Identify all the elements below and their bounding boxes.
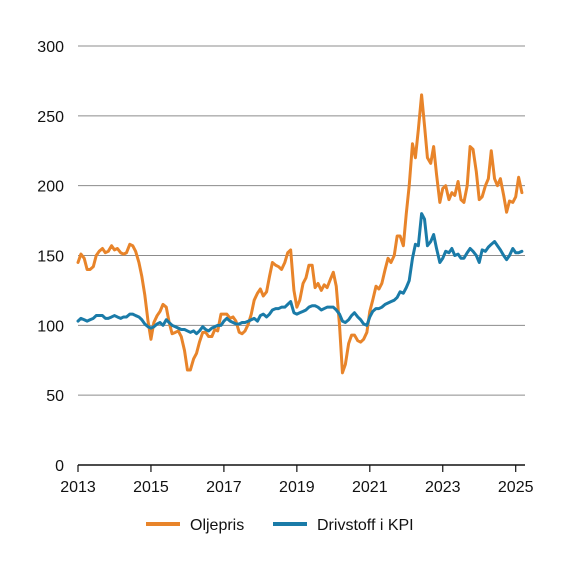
- y-tick-label: 50: [46, 388, 64, 405]
- x-tick-label: 2021: [352, 479, 388, 496]
- x-tick-label: 2025: [498, 479, 534, 496]
- series-line-0: [76, 93, 524, 375]
- y-tick-labels: 0 50 100 150 200 250 300: [37, 39, 64, 475]
- y-tick-label: 250: [37, 109, 64, 126]
- legend: Oljepris Drivstoff i KPI: [146, 517, 414, 534]
- x-tick-label: 2013: [60, 479, 96, 496]
- legend-label: Drivstoff i KPI: [317, 517, 414, 534]
- legend-label: Oljepris: [190, 517, 244, 534]
- gridlines: [78, 45, 525, 396]
- y-tick-label: 200: [37, 179, 64, 196]
- y-tick-label: 100: [37, 318, 64, 335]
- x-tick-label: 2017: [206, 479, 242, 496]
- series-line-1: [76, 212, 524, 336]
- series-layer: [76, 93, 524, 375]
- x-tick-label: 2015: [133, 479, 169, 496]
- x-tick-label: 2019: [279, 479, 315, 496]
- axes: [77, 464, 525, 472]
- y-tick-label: 0: [55, 458, 64, 475]
- x-tick-label: 2023: [425, 479, 461, 496]
- x-tick-labels: 2013 2015 2017 2019 2021 2023 2025: [60, 479, 533, 496]
- y-tick-label: 150: [37, 249, 64, 266]
- y-tick-label: 300: [37, 39, 64, 56]
